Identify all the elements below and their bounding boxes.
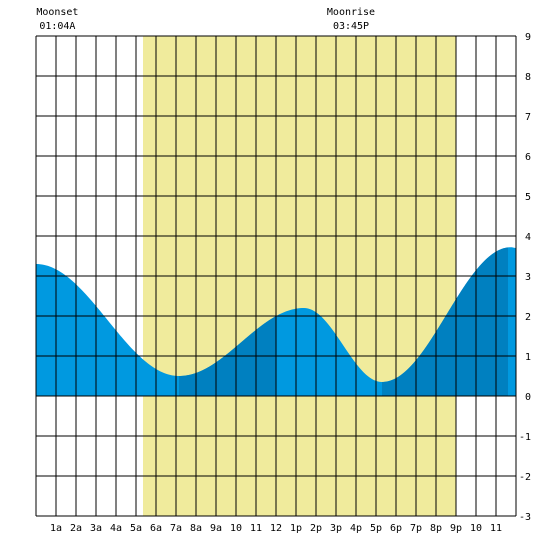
y-tick-label: 0: [525, 392, 531, 403]
y-tick-label: 4: [525, 232, 531, 243]
x-tick-label: 9p: [450, 523, 462, 534]
y-tick-label: -2: [519, 472, 531, 483]
moonset-time: 01:04A: [39, 21, 75, 32]
x-tick-label: 3a: [90, 523, 102, 534]
x-tick-label: 11: [490, 523, 502, 534]
x-tick-label: 1a: [50, 523, 62, 534]
x-tick-label: 1p: [290, 523, 302, 534]
x-tick-label: 4p: [350, 523, 362, 534]
x-tick-label: 5p: [370, 523, 382, 534]
moonrise-time: 03:45P: [333, 21, 369, 32]
x-tick-label: 7a: [170, 523, 182, 534]
y-tick-label: 9: [525, 32, 531, 43]
x-tick-label: 3p: [330, 523, 342, 534]
x-tick-label: 5a: [130, 523, 142, 534]
x-tick-label: 10: [230, 523, 242, 534]
x-tick-label: 8a: [190, 523, 202, 534]
x-tick-label: 10: [470, 523, 482, 534]
y-tick-label: -3: [519, 512, 531, 523]
x-tick-label: 6p: [390, 523, 402, 534]
y-tick-label: 8: [525, 72, 531, 83]
y-tick-label: 7: [525, 112, 531, 123]
x-tick-label: 7p: [410, 523, 422, 534]
x-tick-label: 2a: [70, 523, 82, 534]
y-tick-label: -1: [519, 432, 531, 443]
x-tick-label: 8p: [430, 523, 442, 534]
y-tick-label: 1: [525, 352, 531, 363]
y-tick-label: 5: [525, 192, 531, 203]
x-tick-label: 2p: [310, 523, 322, 534]
x-tick-label: 11: [250, 523, 262, 534]
x-tick-label: 9a: [210, 523, 222, 534]
x-tick-label: 6a: [150, 523, 162, 534]
moonset-label: Moonset: [36, 7, 78, 18]
y-tick-label: 3: [525, 272, 531, 283]
x-tick-label: 12: [270, 523, 282, 534]
y-tick-label: 6: [525, 152, 531, 163]
moonrise-label: Moonrise: [327, 7, 375, 18]
y-tick-label: 2: [525, 312, 531, 323]
x-tick-label: 4a: [110, 523, 122, 534]
